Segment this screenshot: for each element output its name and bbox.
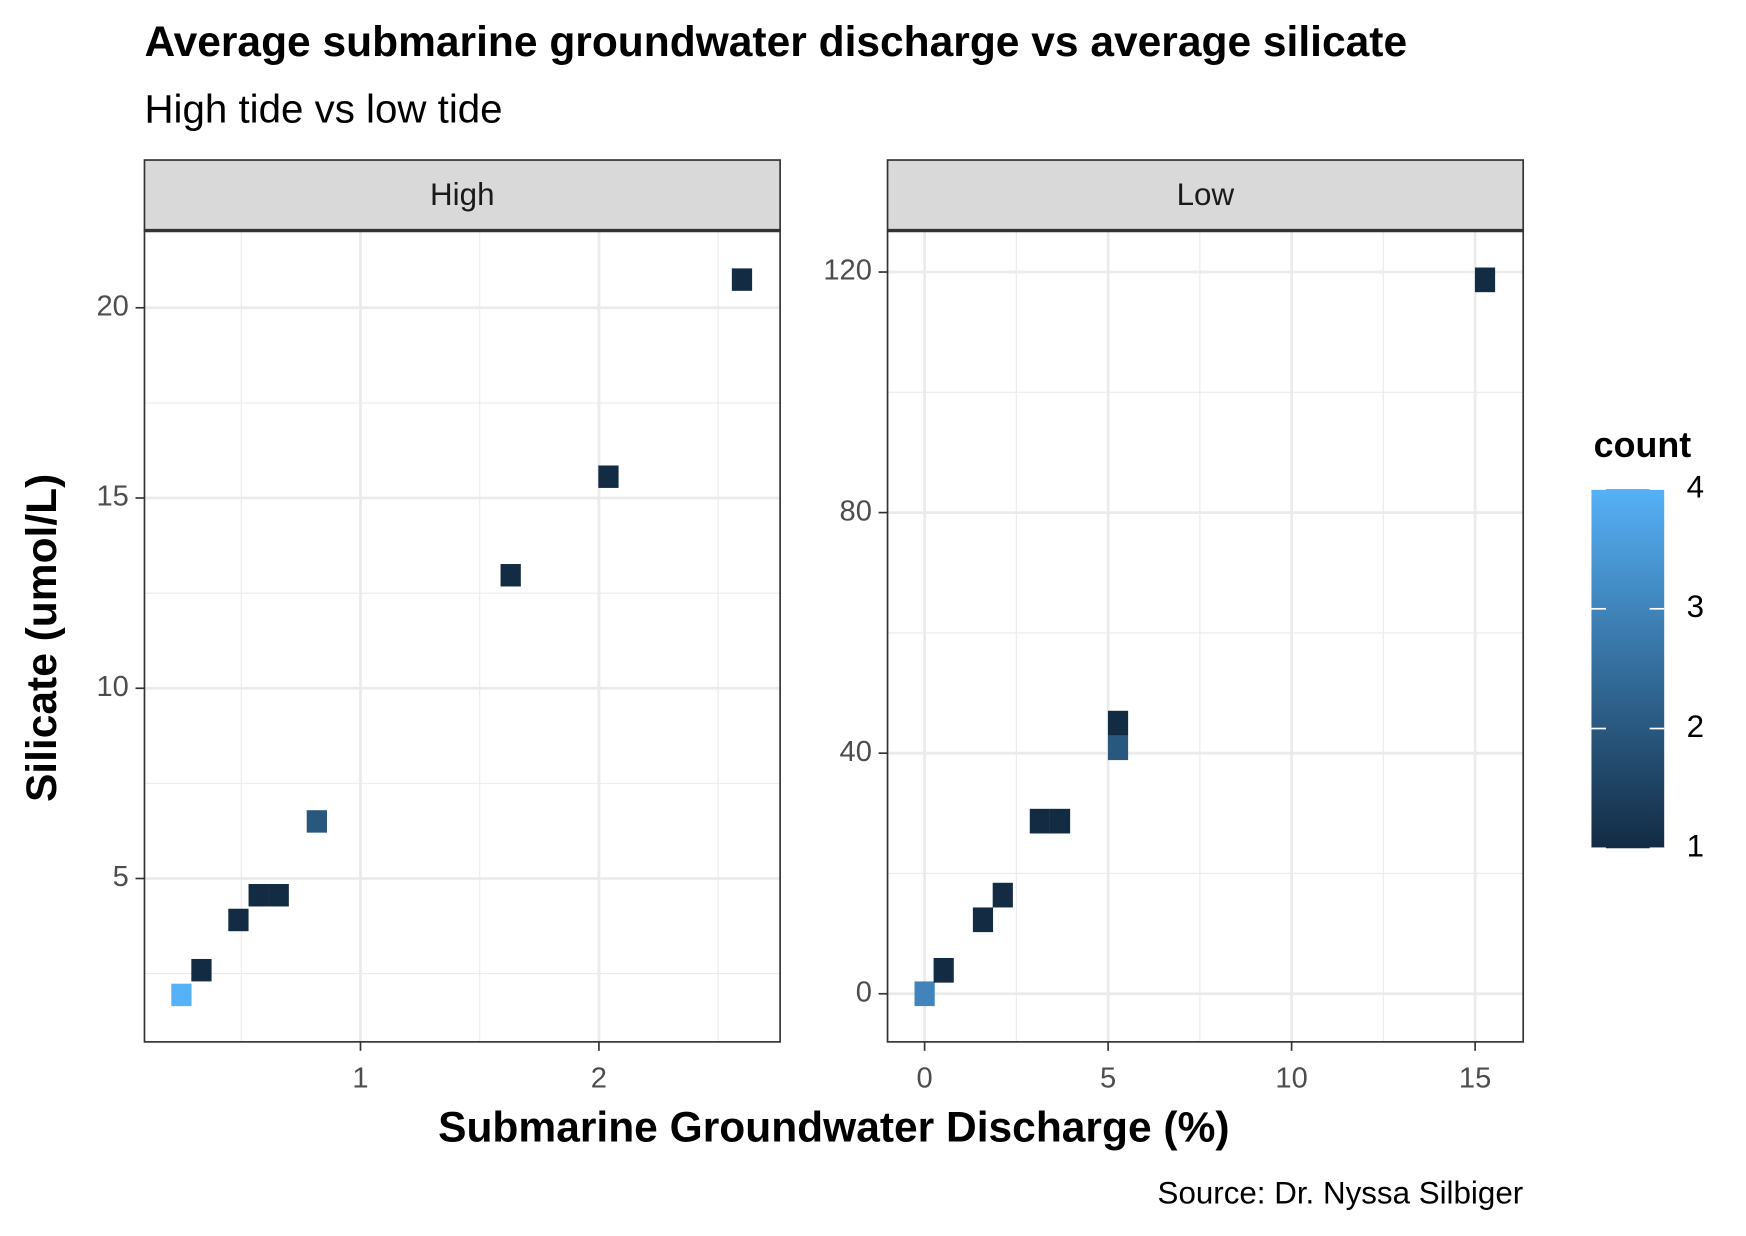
legend-colorbar <box>1591 489 1665 849</box>
y-axis-label: Silicate (umol/L) <box>19 474 66 802</box>
facet-title: Low <box>1177 177 1235 212</box>
tile <box>191 958 212 982</box>
tile <box>1049 808 1071 834</box>
y-tick-label: 40 <box>840 736 872 768</box>
legend-tick-label: 4 <box>1687 469 1704 504</box>
tile <box>228 908 249 932</box>
legend-tick-label: 3 <box>1687 589 1704 624</box>
x-tick-label: 1 <box>352 1063 368 1095</box>
x-axis-label: Submarine Groundwater Discharge (%) <box>438 1105 1229 1152</box>
tile <box>598 465 619 488</box>
facet-title: High <box>430 177 494 212</box>
tile <box>731 268 753 291</box>
y-tick-label: 5 <box>113 861 129 893</box>
chart-title: Average submarine groundwater discharge … <box>144 19 1407 66</box>
y-tick-label: 20 <box>96 290 128 322</box>
tile <box>268 884 289 907</box>
x-tick-label: 5 <box>1100 1063 1116 1095</box>
tile <box>992 882 1013 908</box>
facet-strip <box>143 159 781 232</box>
legend-tick-label: 1 <box>1687 829 1704 864</box>
y-tick-label: 15 <box>96 481 128 513</box>
tile <box>1107 710 1129 736</box>
x-tick-label: 15 <box>1459 1063 1491 1095</box>
tile <box>914 981 935 1007</box>
tile <box>933 957 954 983</box>
chart-subtitle: High tide vs low tide <box>144 87 502 132</box>
x-tick-label: 0 <box>917 1063 933 1095</box>
x-tick-label: 2 <box>591 1063 607 1095</box>
tile <box>972 907 994 933</box>
y-tick-label: 0 <box>856 976 872 1008</box>
x-tick-label: 10 <box>1275 1063 1307 1095</box>
tile <box>500 564 521 587</box>
legend-tick-label: 2 <box>1687 709 1704 744</box>
y-tick-label: 80 <box>840 495 872 527</box>
facet-strip <box>886 159 1525 232</box>
tile <box>1107 735 1129 761</box>
tile <box>1474 267 1496 293</box>
y-tick-label: 10 <box>96 671 128 703</box>
tile <box>171 983 192 1007</box>
panel-background <box>144 230 781 1042</box>
tile <box>306 810 327 833</box>
tile <box>248 884 269 907</box>
caption: Source: Dr. Nyssa Silbiger <box>1158 1175 1524 1210</box>
tile <box>1029 808 1050 834</box>
y-tick-label: 120 <box>823 255 872 287</box>
legend-title: count <box>1594 425 1692 465</box>
